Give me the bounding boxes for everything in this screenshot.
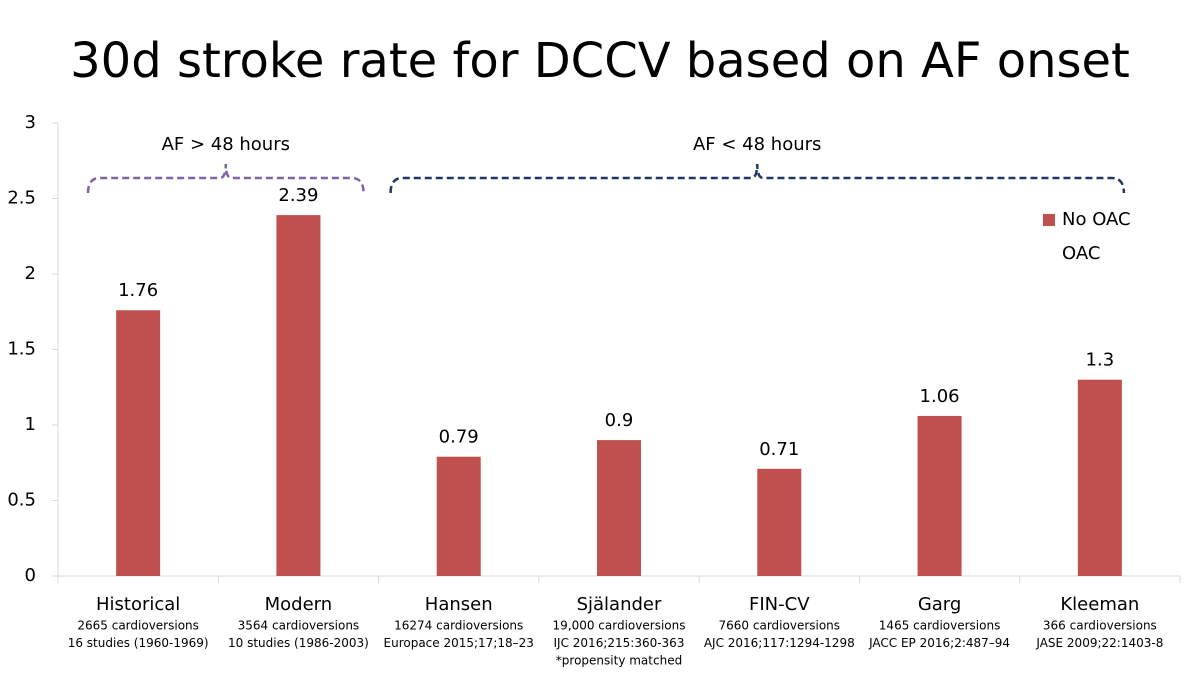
bar [276,215,321,577]
y-tick-label: 3 [25,112,36,133]
legend-swatch [1043,248,1055,260]
x-tick-label: Hansen [425,594,493,615]
bar [917,415,962,576]
category-note: 16 studies (1960-1969) [68,636,209,650]
x-tick-label: FIN-CV [749,594,810,615]
legend-swatch [1043,214,1055,226]
category-note: JASE 2009;22:1403-8 [1035,636,1163,650]
y-tick-label: 0.5 [7,490,36,511]
annotation: AF < 48 hours [693,134,821,155]
category-note: 3564 cardioversions [238,619,360,633]
category-note: 2665 cardioversions [77,619,199,633]
category-note: 16274 cardioversions [394,619,523,633]
bar [116,310,161,576]
value-label: 0.79 [439,427,479,448]
category-note: *propensity matched [556,654,682,668]
category-note: 7660 cardioversions [719,619,841,633]
bracket [86,163,365,194]
bracket [389,163,1126,194]
value-label: 0.9 [605,410,634,431]
value-label: 2.39 [278,185,318,206]
category-note: JACC EP 2016;2:487–94 [868,636,1010,650]
y-tick-label: 1.5 [7,339,36,360]
category-note: IJC 2016;215:360-363 [554,636,685,650]
legend-label: No OAC [1062,209,1131,230]
x-tick-label: Garg [918,594,962,615]
category-note: Europace 2015;17;18–23 [384,636,534,650]
x-tick-label: Modern [265,594,333,615]
category-note: 1465 cardioversions [879,619,1001,633]
value-label: 1.76 [118,280,158,301]
x-tick-label: Själander [577,594,662,615]
y-tick-label: 2 [25,263,36,284]
bar [597,440,641,576]
category-note: 10 studies (1986-2003) [228,636,369,650]
bar [1077,379,1122,576]
value-label: 1.3 [1086,350,1115,371]
annotation: AF > 48 hours [162,134,290,155]
category-note: AJC 2016;117:1294-1298 [704,636,855,650]
bar [436,456,481,576]
category-note: 19,000 cardioversions [553,619,686,633]
y-tick-label: 1 [25,414,36,435]
value-label: 1.06 [920,386,960,407]
y-tick-label: 2.5 [7,188,36,209]
legend-label: OAC [1062,243,1100,264]
chart-title: 30d stroke rate for DCCV based on AF ons… [70,33,1130,89]
value-label: 0.71 [759,439,799,460]
category-note: 366 cardioversions [1043,619,1157,633]
x-tick-label: Historical [96,594,180,615]
x-tick-label: Kleeman [1060,594,1139,615]
bar [757,468,802,576]
y-tick-label: 0 [25,565,36,586]
